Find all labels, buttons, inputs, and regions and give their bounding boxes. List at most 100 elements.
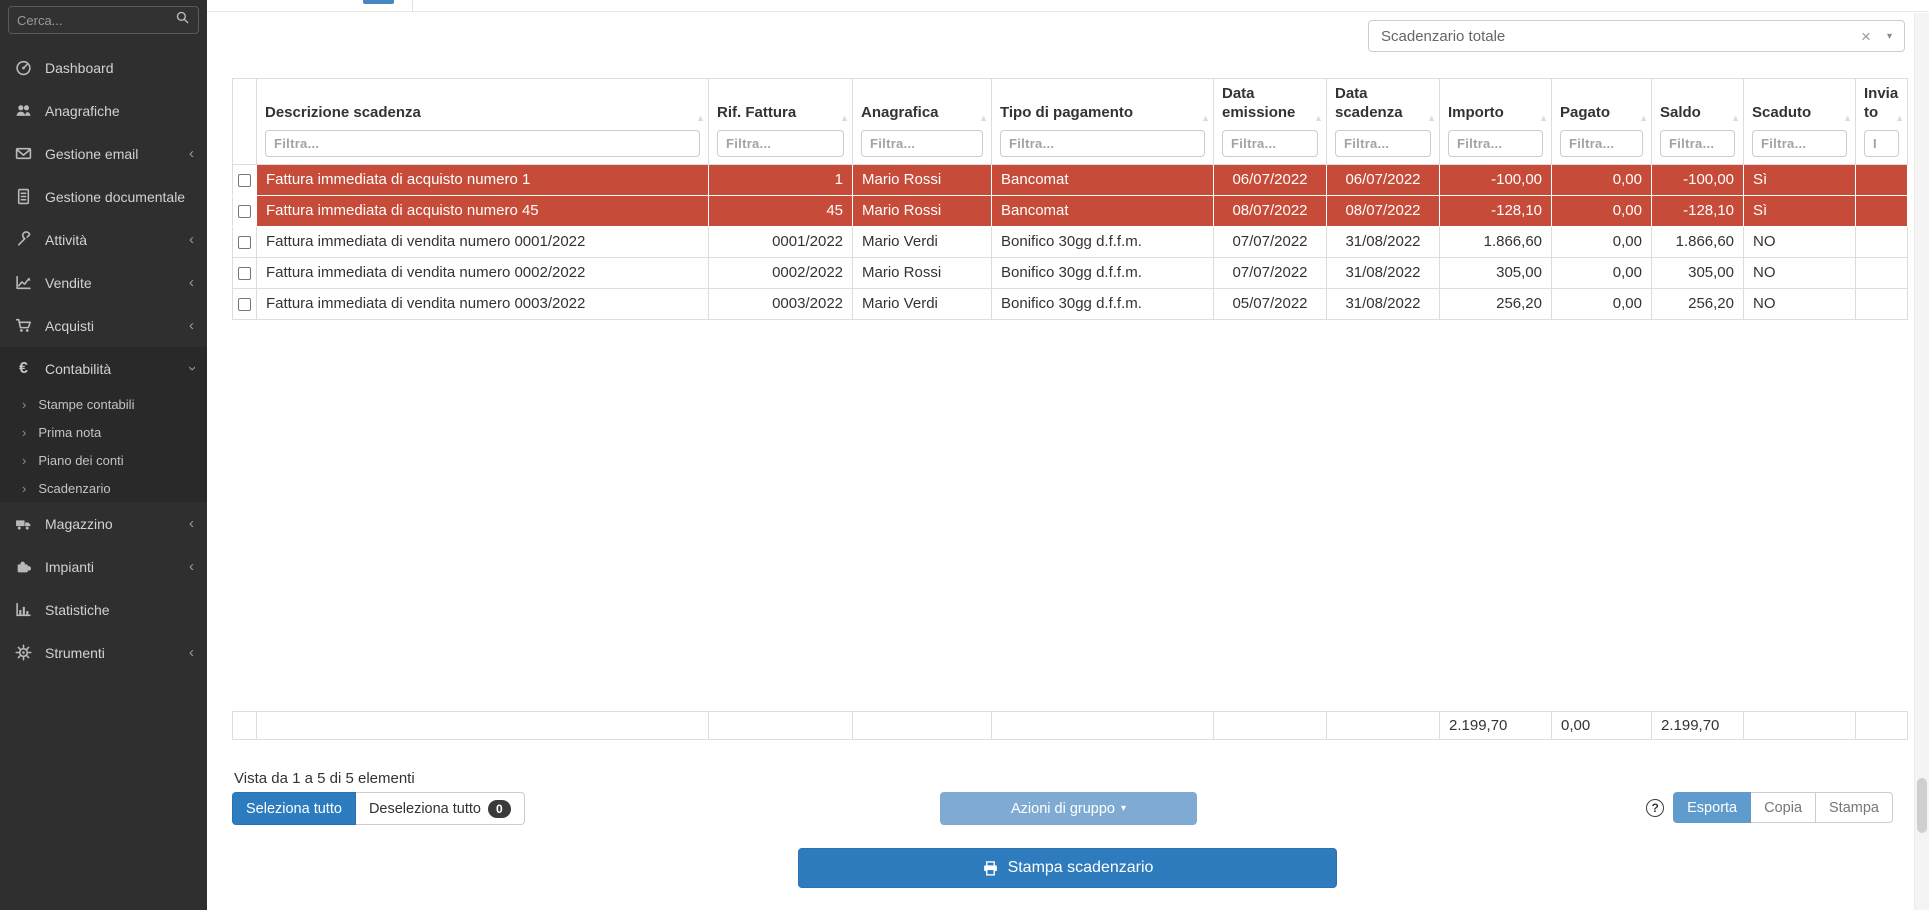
cell-rif-fattura: 0002/2022 [708, 256, 853, 289]
header-checkbox-column [232, 78, 257, 165]
filter-scaduto-input[interactable] [1752, 129, 1847, 157]
sort-icon[interactable]: ▲ [1201, 113, 1210, 123]
schedule-type-select[interactable]: Scadenzario totale × ▾ [1368, 20, 1905, 52]
cell-inviato [1855, 163, 1908, 196]
filter-descrizione-input[interactable] [265, 129, 700, 157]
filter-data-scadenza-input[interactable] [1335, 129, 1431, 157]
sort-icon[interactable]: ▲ [840, 113, 849, 123]
sidebar-item-anagrafiche[interactable]: Anagrafiche [0, 89, 207, 132]
sidebar-item-statistiche[interactable]: Statistiche [0, 588, 207, 631]
header-inviato[interactable]: Inviato ▲ [1855, 78, 1908, 165]
cell-saldo: -128,10 [1651, 194, 1744, 227]
sidebar-item-contabilita[interactable]: € Contabilità ‹ [0, 347, 207, 390]
header-descrizione[interactable]: Descrizione scadenza ▲ [256, 78, 709, 165]
sidebar-group-contabilita: € Contabilità ‹ › Stampe contabili › Pri… [0, 347, 207, 502]
top-tab-bar [207, 0, 1929, 12]
scadenzario-table: Descrizione scadenza▲ Rif. Fattura▲ Anag… [232, 78, 1908, 740]
cell-data-scadenza: 08/07/2022 [1326, 194, 1440, 227]
document-icon [15, 188, 32, 205]
wrench-icon [15, 231, 32, 248]
cell-tipo-pagamento: Bancomat [991, 194, 1214, 227]
header-anagrafica[interactable]: Anagrafica ▲ [852, 78, 992, 165]
sidebar-subitem-scadenzario[interactable]: › Scadenzario [0, 474, 207, 502]
header-pagato[interactable]: Pagato ▲ [1551, 78, 1652, 165]
sidebar-item-acquisti[interactable]: Acquisti ‹ [0, 304, 207, 347]
sidebar-item-gestione-documentale[interactable]: Gestione documentale [0, 175, 207, 218]
row-checkbox[interactable] [238, 297, 251, 311]
scrollbar-thumb[interactable] [1917, 778, 1927, 833]
deselect-all-button[interactable]: Deseleziona tutto 0 [355, 792, 525, 825]
table-row[interactable]: Fattura immediata di acquisto numero 45 … [232, 194, 1908, 227]
sidebar-item-magazzino[interactable]: Magazzino ‹ [0, 502, 207, 545]
sort-icon[interactable]: ▲ [1731, 113, 1740, 123]
filter-inviato-input[interactable] [1864, 129, 1899, 157]
cell-rif-fattura: 45 [708, 194, 853, 227]
sidebar-item-impianti[interactable]: Impianti ‹ [0, 545, 207, 588]
header-saldo[interactable]: Saldo ▲ [1651, 78, 1744, 165]
cell-rif-fattura: 0001/2022 [708, 225, 853, 258]
truck-icon [15, 515, 32, 532]
sort-icon[interactable]: ▲ [979, 113, 988, 123]
schedule-type-value: Scadenzario totale [1381, 27, 1506, 45]
table-row[interactable]: Fattura immediata di acquisto numero 1 1… [232, 163, 1908, 196]
filter-importo-input[interactable] [1448, 129, 1543, 157]
cell-tipo-pagamento: Bonifico 30gg d.f.f.m. [991, 287, 1214, 320]
header-data-emissione[interactable]: Data emissione ▲ [1213, 78, 1327, 165]
sidebar-item-gestione-email[interactable]: Gestione email ‹ [0, 132, 207, 175]
header-tipo-pagamento[interactable]: Tipo di pagamento ▲ [991, 78, 1214, 165]
copy-button[interactable]: Copia [1751, 792, 1817, 823]
filter-tipo-pagamento-input[interactable] [1000, 129, 1205, 157]
cell-pagato: 0,00 [1551, 163, 1652, 196]
filter-pagato-input[interactable] [1560, 129, 1643, 157]
table-row[interactable]: Fattura immediata di vendita numero 0002… [232, 256, 1908, 289]
cell-pagato: 0,00 [1551, 225, 1652, 258]
header-data-scadenza[interactable]: Data scadenza ▲ [1326, 78, 1440, 165]
chevron-down-icon[interactable]: ▾ [1886, 30, 1892, 42]
sidebar-subitem-stampe-contabili[interactable]: › Stampe contabili [0, 390, 207, 418]
chevron-left-icon: ‹ [189, 231, 194, 248]
sort-icon[interactable]: ▲ [1843, 113, 1852, 123]
sort-icon[interactable]: ▲ [1895, 113, 1904, 123]
sort-icon[interactable]: ▲ [1539, 113, 1548, 123]
cell-anagrafica: Mario Rossi [852, 194, 992, 227]
cell-importo: -128,10 [1439, 194, 1552, 227]
sidebar-item-vendite[interactable]: Vendite ‹ [0, 261, 207, 304]
sidebar-subitem-piano-dei-conti[interactable]: › Piano dei conti [0, 446, 207, 474]
magnifier-icon[interactable] [175, 10, 190, 30]
filter-saldo-input[interactable] [1660, 129, 1735, 157]
help-icon[interactable]: ? [1646, 798, 1665, 817]
filter-rif-fattura-input[interactable] [717, 129, 844, 157]
header-importo[interactable]: Importo ▲ [1439, 78, 1552, 165]
cell-pagato: 0,00 [1551, 256, 1652, 289]
sort-icon[interactable]: ▲ [1427, 113, 1436, 123]
header-rif-fattura[interactable]: Rif. Fattura ▲ [708, 78, 853, 165]
cell-inviato [1855, 287, 1908, 320]
sidebar-item-dashboard[interactable]: Dashboard [0, 46, 207, 89]
print-schedule-button[interactable]: Stampa scadenzario [798, 848, 1337, 888]
sort-icon[interactable]: ▲ [1314, 113, 1323, 123]
search-input[interactable] [17, 12, 175, 28]
row-checkbox[interactable] [238, 266, 251, 280]
row-checkbox[interactable] [238, 173, 251, 187]
clear-selection-icon[interactable]: × [1861, 26, 1871, 46]
export-button[interactable]: Esporta [1673, 792, 1752, 823]
filter-anagrafica-input[interactable] [861, 129, 983, 157]
sidebar-item-strumenti[interactable]: Strumenti ‹ [0, 631, 207, 674]
group-actions-button[interactable]: Azioni di gruppo ▾ [940, 792, 1197, 825]
table-row[interactable]: Fattura immediata di vendita numero 0001… [232, 225, 1908, 258]
header-scaduto[interactable]: Scaduto ▲ [1743, 78, 1856, 165]
sidebar-item-attivita[interactable]: Attività ‹ [0, 218, 207, 261]
sort-icon[interactable]: ▲ [696, 113, 705, 123]
filter-data-emissione-input[interactable] [1222, 129, 1318, 157]
sort-icon[interactable]: ▲ [1639, 113, 1648, 123]
sidebar-subitem-label: Piano dei conti [38, 452, 124, 468]
users-icon [15, 102, 32, 119]
cell-pagato: 0,00 [1551, 194, 1652, 227]
select-all-button[interactable]: Seleziona tutto [232, 792, 356, 825]
row-checkbox[interactable] [238, 204, 251, 218]
row-checkbox[interactable] [238, 235, 251, 249]
table-row[interactable]: Fattura immediata di vendita numero 0003… [232, 287, 1908, 320]
print-button[interactable]: Stampa [1816, 792, 1893, 823]
scrollbar-track[interactable] [1914, 13, 1929, 910]
sidebar-subitem-prima-nota[interactable]: › Prima nota [0, 418, 207, 446]
